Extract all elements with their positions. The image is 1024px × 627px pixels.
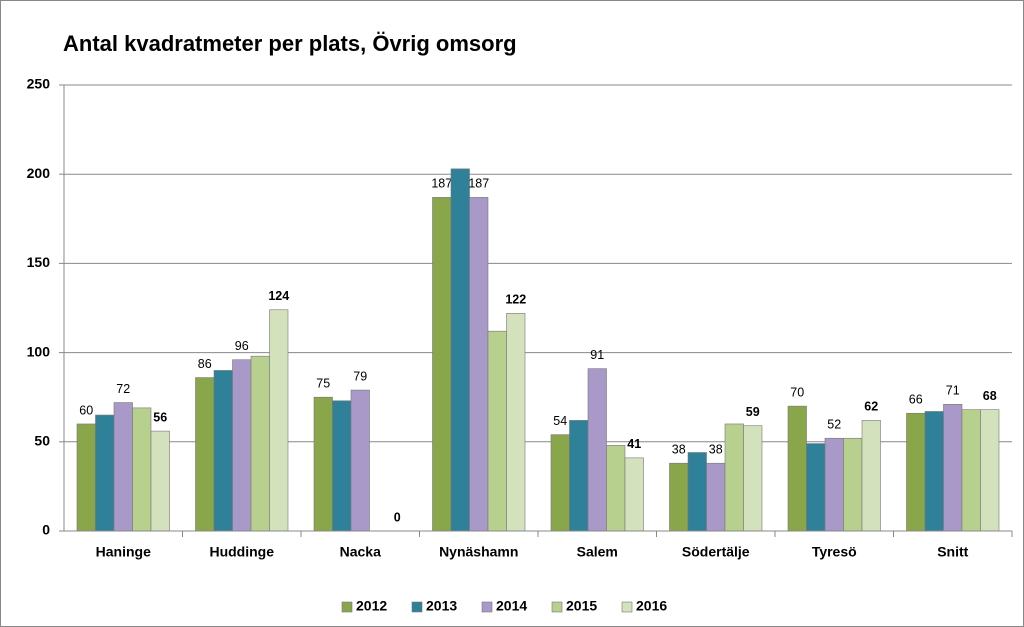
y-tick-label: 0: [42, 522, 50, 538]
chart-title: Antal kvadratmeter per plats, Övrig omso…: [63, 31, 517, 56]
legend-label: 2013: [426, 598, 457, 614]
bar: [350, 389, 370, 532]
bar: [569, 420, 589, 532]
bar: [313, 396, 333, 532]
value-label: 41: [627, 437, 641, 451]
value-label: 122: [505, 293, 526, 307]
value-label: 75: [316, 376, 330, 390]
value-label: 187: [431, 177, 452, 191]
value-label: 72: [116, 382, 130, 396]
bar: [943, 404, 963, 532]
x-tick-label: Tyresö: [812, 544, 857, 560]
bar: [724, 423, 744, 532]
legend-label: 2016: [636, 598, 667, 614]
bar: [469, 197, 489, 532]
bar: [487, 330, 507, 532]
bar: [95, 414, 115, 532]
value-label: 54: [553, 414, 567, 428]
bar: [132, 407, 152, 532]
bar: [824, 437, 844, 532]
bar: [687, 452, 707, 532]
value-label: 38: [672, 443, 686, 457]
bar: [669, 462, 689, 532]
value-label: 91: [590, 348, 604, 362]
legend-swatch: [621, 601, 633, 613]
bar: [506, 313, 526, 532]
bar: [269, 309, 289, 532]
value-label: 52: [827, 418, 841, 432]
legend-label: 2014: [496, 598, 527, 614]
x-tick-label: Nacka: [340, 544, 381, 560]
value-label: 60: [79, 403, 93, 417]
y-tick-label: 250: [27, 76, 51, 92]
legend-swatch: [341, 601, 353, 613]
value-label: 68: [983, 389, 997, 403]
bar: [213, 370, 233, 532]
value-label: 66: [909, 393, 923, 407]
value-label: 71: [946, 384, 960, 398]
bar: [113, 402, 133, 532]
value-label: 86: [198, 357, 212, 371]
bar: [787, 405, 807, 532]
x-tick-label: Snitt: [937, 544, 968, 560]
bar: [432, 197, 452, 532]
value-label: 124: [268, 289, 289, 303]
bar: [195, 377, 215, 532]
bar: [150, 430, 170, 532]
legend-label: 2015: [566, 598, 597, 614]
bar: [624, 457, 644, 532]
y-tick-label: 100: [27, 343, 51, 359]
x-tick-label: Nynäshamn: [439, 544, 518, 560]
bar: [924, 411, 944, 532]
legend-swatch: [481, 601, 493, 613]
legend-swatch: [551, 601, 563, 613]
y-tick-label: 150: [27, 254, 51, 270]
bar: [606, 445, 626, 532]
bar: [76, 423, 96, 532]
bar: [980, 409, 1000, 532]
legend-label: 2012: [356, 598, 387, 614]
legend-swatch: [411, 601, 423, 613]
bar: [806, 443, 826, 532]
value-label: 56: [153, 410, 167, 424]
bar: [743, 425, 763, 532]
bar: [550, 434, 570, 532]
bar: [332, 400, 352, 532]
bar: [232, 359, 252, 532]
value-label: 96: [235, 339, 249, 353]
value-label: 38: [709, 443, 723, 457]
y-tick-label: 200: [27, 165, 51, 181]
value-label: 0: [394, 510, 401, 524]
x-tick-label: Huddinge: [209, 544, 274, 560]
bar: [587, 368, 607, 532]
y-tick-label: 50: [34, 433, 50, 449]
value-label: 62: [864, 400, 878, 414]
value-label: 70: [790, 385, 804, 399]
value-label: 187: [468, 177, 489, 191]
value-label: 59: [746, 405, 760, 419]
x-tick-label: Haninge: [96, 544, 151, 560]
bar: [250, 355, 270, 532]
x-tick-label: Salem: [577, 544, 618, 560]
bar: [450, 168, 470, 532]
x-tick-label: Södertälje: [682, 544, 750, 560]
bar: [906, 412, 926, 532]
bar: [843, 437, 863, 532]
bar: [706, 462, 726, 532]
bar: [861, 420, 881, 532]
bar: [961, 409, 981, 532]
value-label: 79: [353, 369, 367, 383]
